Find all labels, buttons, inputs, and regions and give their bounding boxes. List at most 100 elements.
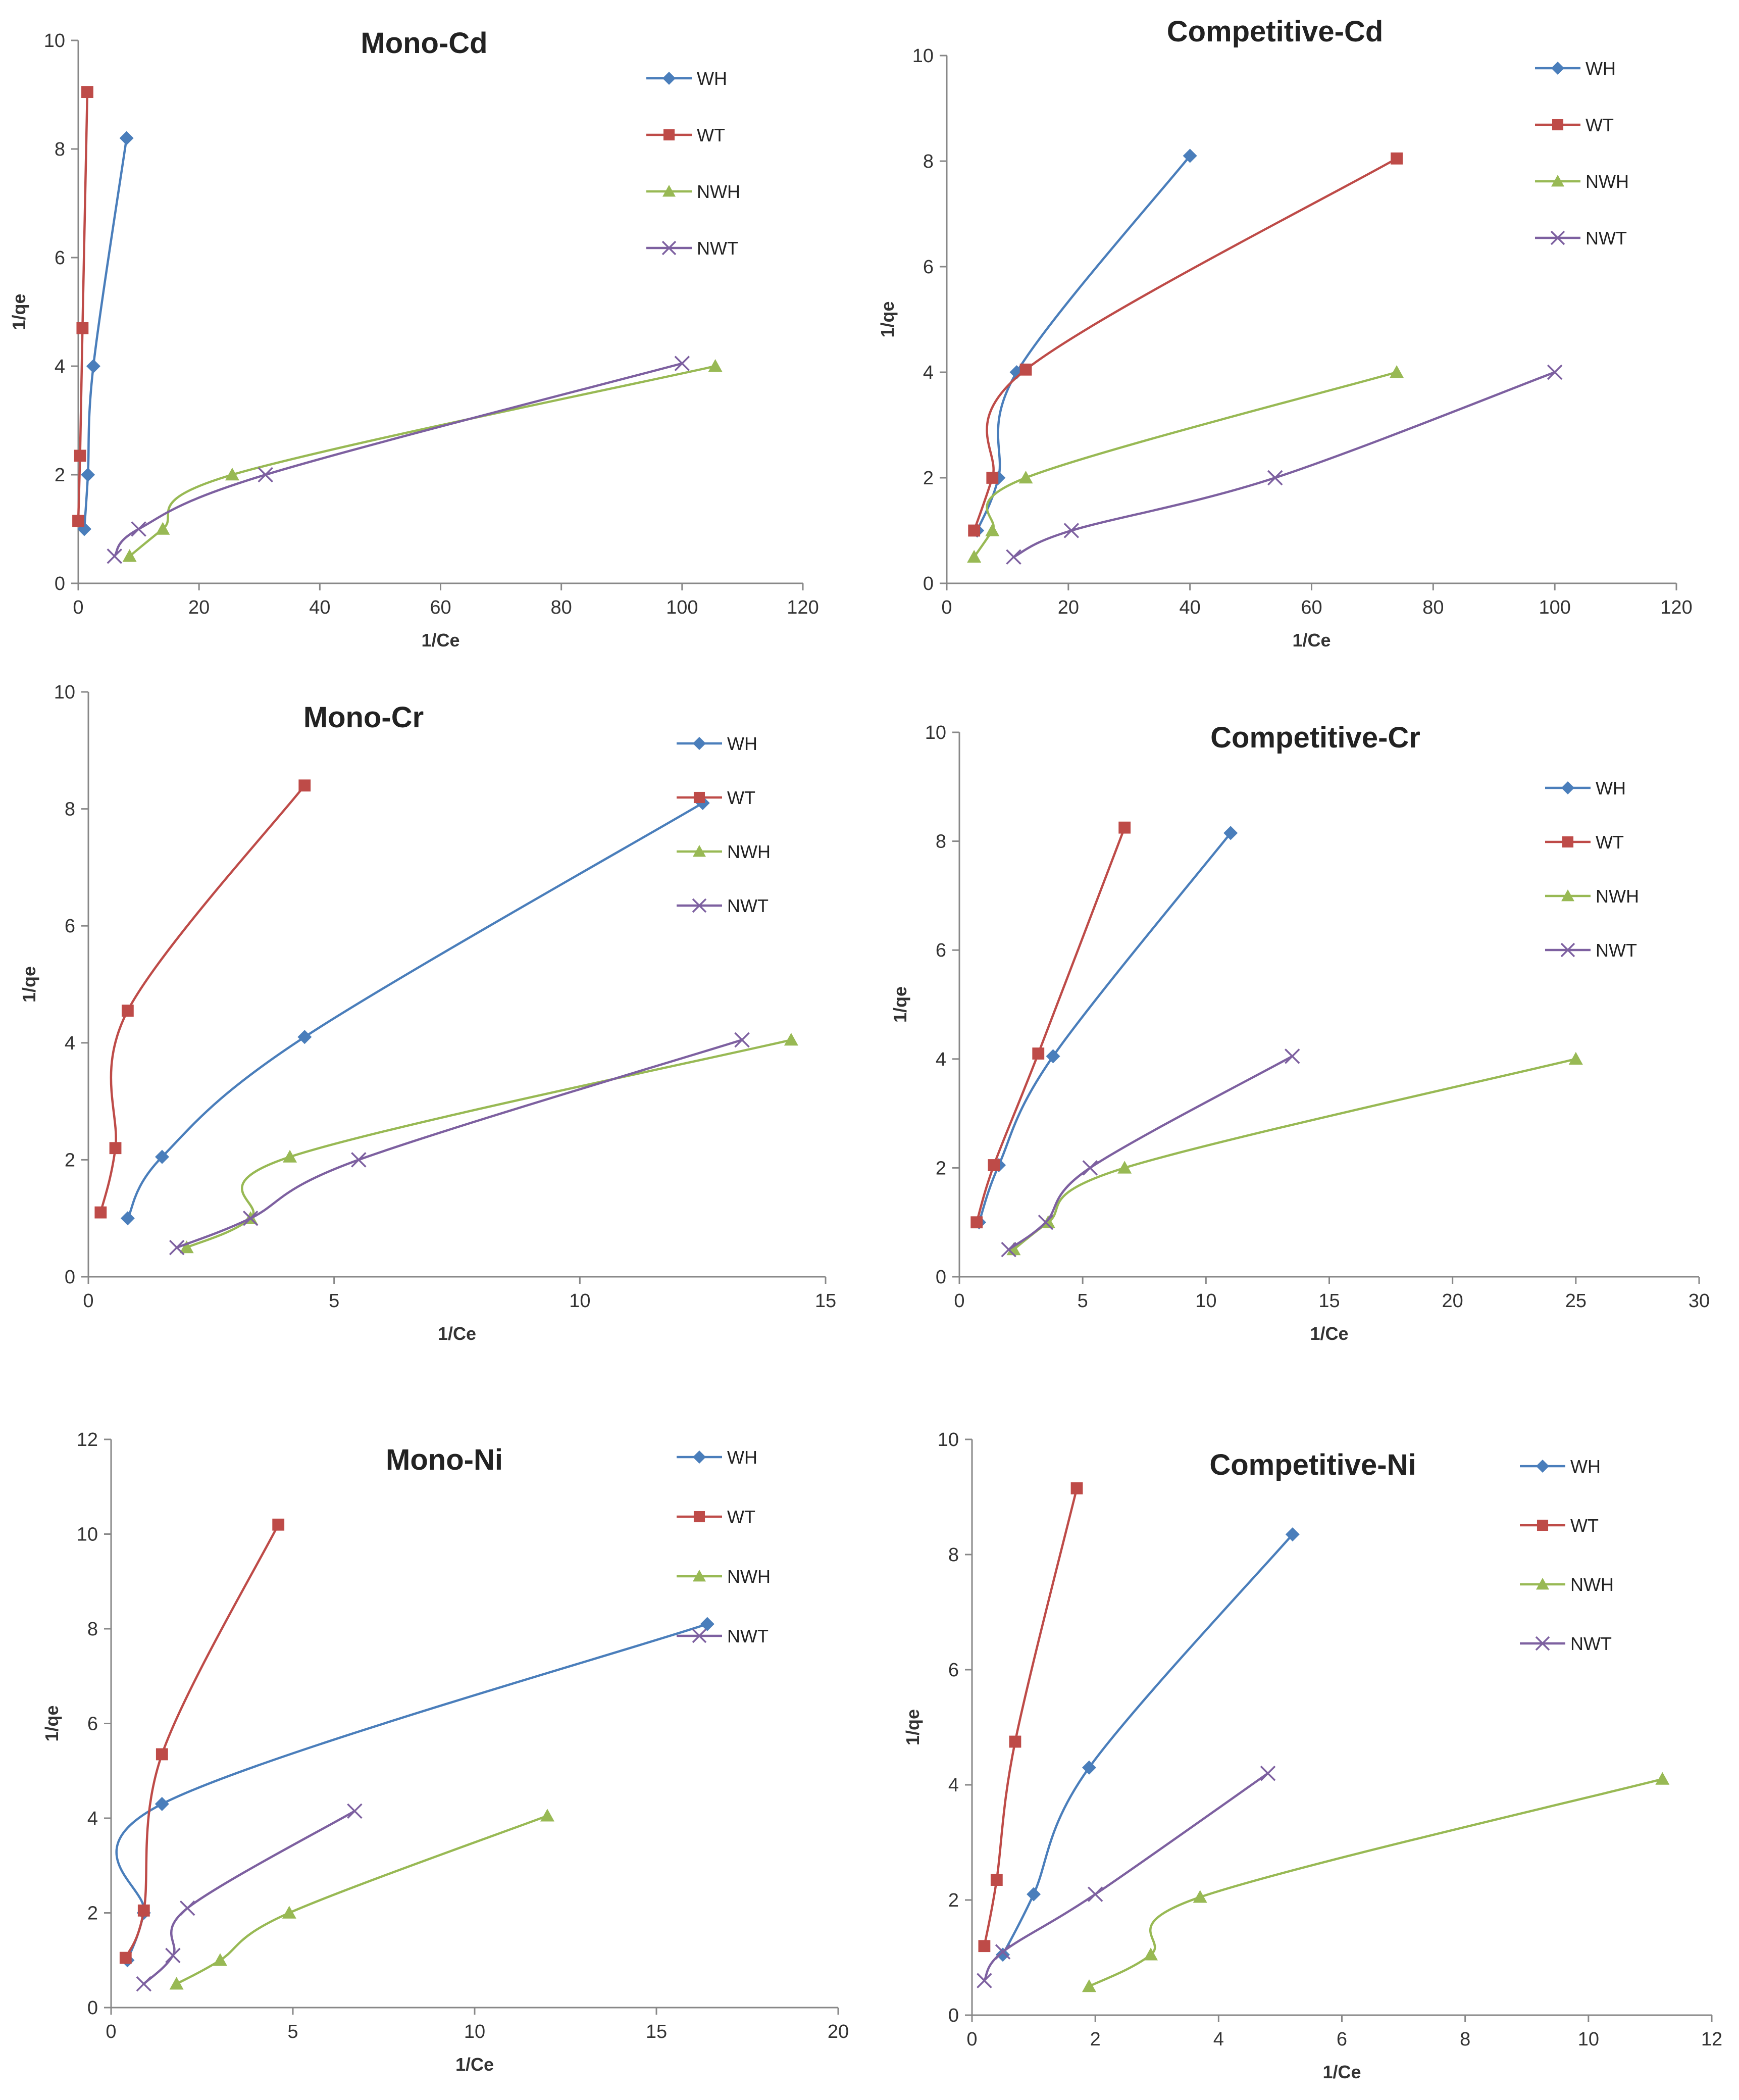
data-point-WT: [72, 515, 84, 527]
legend-label-NWT: NWT: [727, 895, 769, 916]
data-point-NWT: [1038, 1214, 1054, 1230]
legend-label-NWT: NWT: [1596, 940, 1637, 961]
data-point-WT: [81, 86, 93, 98]
legend-marker-WH: [693, 1451, 706, 1464]
chart-4: 0 2 4 6 8 10 12 0 5 10 15 20 1/Ce 1/qe Mono-Ni WH WT NWH N…: [41, 1429, 849, 2075]
data-point-NWT: [1063, 523, 1080, 538]
series-line-WH: [83, 138, 128, 529]
y-axis-label: 1/qe: [902, 1709, 923, 1745]
series-line-NWT: [983, 1772, 1269, 1981]
x-tick-label: 12: [1701, 2029, 1722, 2050]
y-tick-label: 10: [54, 682, 75, 703]
chart-5: 0 2 4 6 8 10 0 2 4 6 8 10 12 1/Ce 1/qe Competitive-Ni WH…: [902, 1429, 1722, 2082]
y-tick-label: 6: [55, 247, 65, 269]
data-point-NWH: [1568, 1052, 1583, 1065]
legend-marker-NWT: [1535, 1636, 1550, 1651]
y-tick-label: 2: [948, 1890, 959, 1911]
x-tick-label: 10: [1195, 1290, 1216, 1312]
y-tick-label: 4: [936, 1049, 946, 1070]
data-point-WT: [156, 1748, 168, 1761]
y-tick-label: 4: [948, 1775, 959, 1796]
data-point-NWH: [179, 1240, 194, 1254]
y-tick-label: 6: [936, 940, 946, 961]
x-tick-label: 30: [1689, 1290, 1710, 1312]
series-line-WH: [126, 802, 703, 1219]
x-tick-label: 0: [83, 1290, 93, 1312]
data-point-WT: [76, 322, 89, 334]
data-point-NWH: [540, 1809, 554, 1822]
data-point-NWT: [258, 467, 273, 483]
chart-title: Competitive-Ni: [1209, 1448, 1416, 1481]
legend-label-WH: WH: [1585, 58, 1616, 79]
data-point-WH: [297, 1030, 312, 1044]
y-tick-label: 8: [948, 1544, 959, 1566]
data-point-NWT: [169, 1239, 185, 1256]
data-point-WH: [996, 1947, 1010, 1962]
data-point-WH: [81, 468, 95, 482]
y-tick-label: 6: [948, 1660, 959, 1681]
legend-label-NWH: NWH: [1585, 171, 1629, 192]
legend-label-WT: WT: [727, 787, 755, 808]
legend-marker-WT: [663, 129, 675, 141]
data-point-WT: [1118, 821, 1131, 834]
series-line-WH: [115, 1623, 708, 1961]
legend-marker-WH: [1561, 781, 1574, 794]
x-tick-label: 10: [1578, 2029, 1599, 2050]
legend-label-WT: WT: [697, 125, 725, 145]
data-point-NWT: [995, 1944, 1011, 1960]
legend-label-WT: WT: [727, 1507, 755, 1527]
legend-label-WH: WH: [1596, 778, 1626, 798]
data-point-NWT: [179, 1900, 195, 1916]
y-tick-label: 0: [65, 1267, 75, 1288]
legend-label-WT: WT: [1596, 832, 1624, 853]
series-line-WT: [99, 784, 306, 1213]
data-point-WH: [86, 359, 100, 373]
x-tick-label: 120: [1660, 597, 1692, 618]
data-point-NWT: [351, 1152, 367, 1168]
y-tick-label: 12: [77, 1429, 98, 1451]
data-point-WT: [986, 472, 999, 484]
chart-title: Competitive-Cd: [1167, 15, 1384, 48]
series-line-NWH: [973, 371, 1397, 558]
data-point-WH: [155, 1796, 169, 1811]
legend-marker-NWT: [692, 898, 707, 913]
legend-marker-NWH: [662, 185, 676, 197]
data-point-WH: [1027, 1887, 1041, 1902]
x-axis-label: 1/Ce: [1292, 630, 1331, 651]
y-tick-label: 2: [55, 465, 65, 486]
series-line-WT: [983, 1488, 1078, 1946]
chart-title: Competitive-Cr: [1210, 721, 1420, 754]
series-line-NWH: [1013, 1058, 1576, 1251]
data-point-NWH: [225, 468, 239, 481]
y-tick-label: 8: [936, 831, 946, 853]
data-point-NWT: [1260, 1765, 1276, 1781]
data-point-NWH: [784, 1033, 798, 1046]
legend-marker-NWH: [1561, 889, 1574, 902]
x-tick-label: 5: [287, 2021, 298, 2042]
data-point-NWH: [169, 1977, 184, 1990]
x-tick-label: 2: [1090, 2029, 1101, 2050]
data-point-NWH: [1144, 1947, 1158, 1961]
data-point-NWT: [1006, 549, 1021, 565]
legend-label-WH: WH: [727, 1447, 757, 1468]
legend-marker-WT: [693, 791, 705, 804]
chart-3: 0 2 4 6 8 10 0 5 10 15 20 25 30 1/Ce 1/qe Competitive-C…: [890, 721, 1710, 1344]
y-tick-label: 10: [77, 1524, 98, 1545]
legend-label-WH: WH: [727, 733, 757, 754]
x-tick-label: 6: [1337, 2029, 1347, 2050]
y-tick-label: 4: [55, 356, 65, 377]
data-point-NWT: [734, 1032, 750, 1048]
legend-label-NWH: NWH: [697, 181, 740, 202]
y-tick-label: 4: [923, 362, 934, 383]
data-point-WH: [1183, 148, 1197, 163]
data-point-NWH: [1018, 471, 1033, 484]
data-point-NWH: [1082, 1979, 1096, 1992]
legend-marker-WH: [662, 72, 676, 85]
legend-label-WT: WT: [1585, 115, 1614, 135]
x-tick-label: 80: [551, 597, 572, 618]
x-tick-label: 60: [430, 597, 451, 618]
legend-label-WH: WH: [697, 68, 727, 89]
data-point-WH: [1046, 1049, 1060, 1064]
